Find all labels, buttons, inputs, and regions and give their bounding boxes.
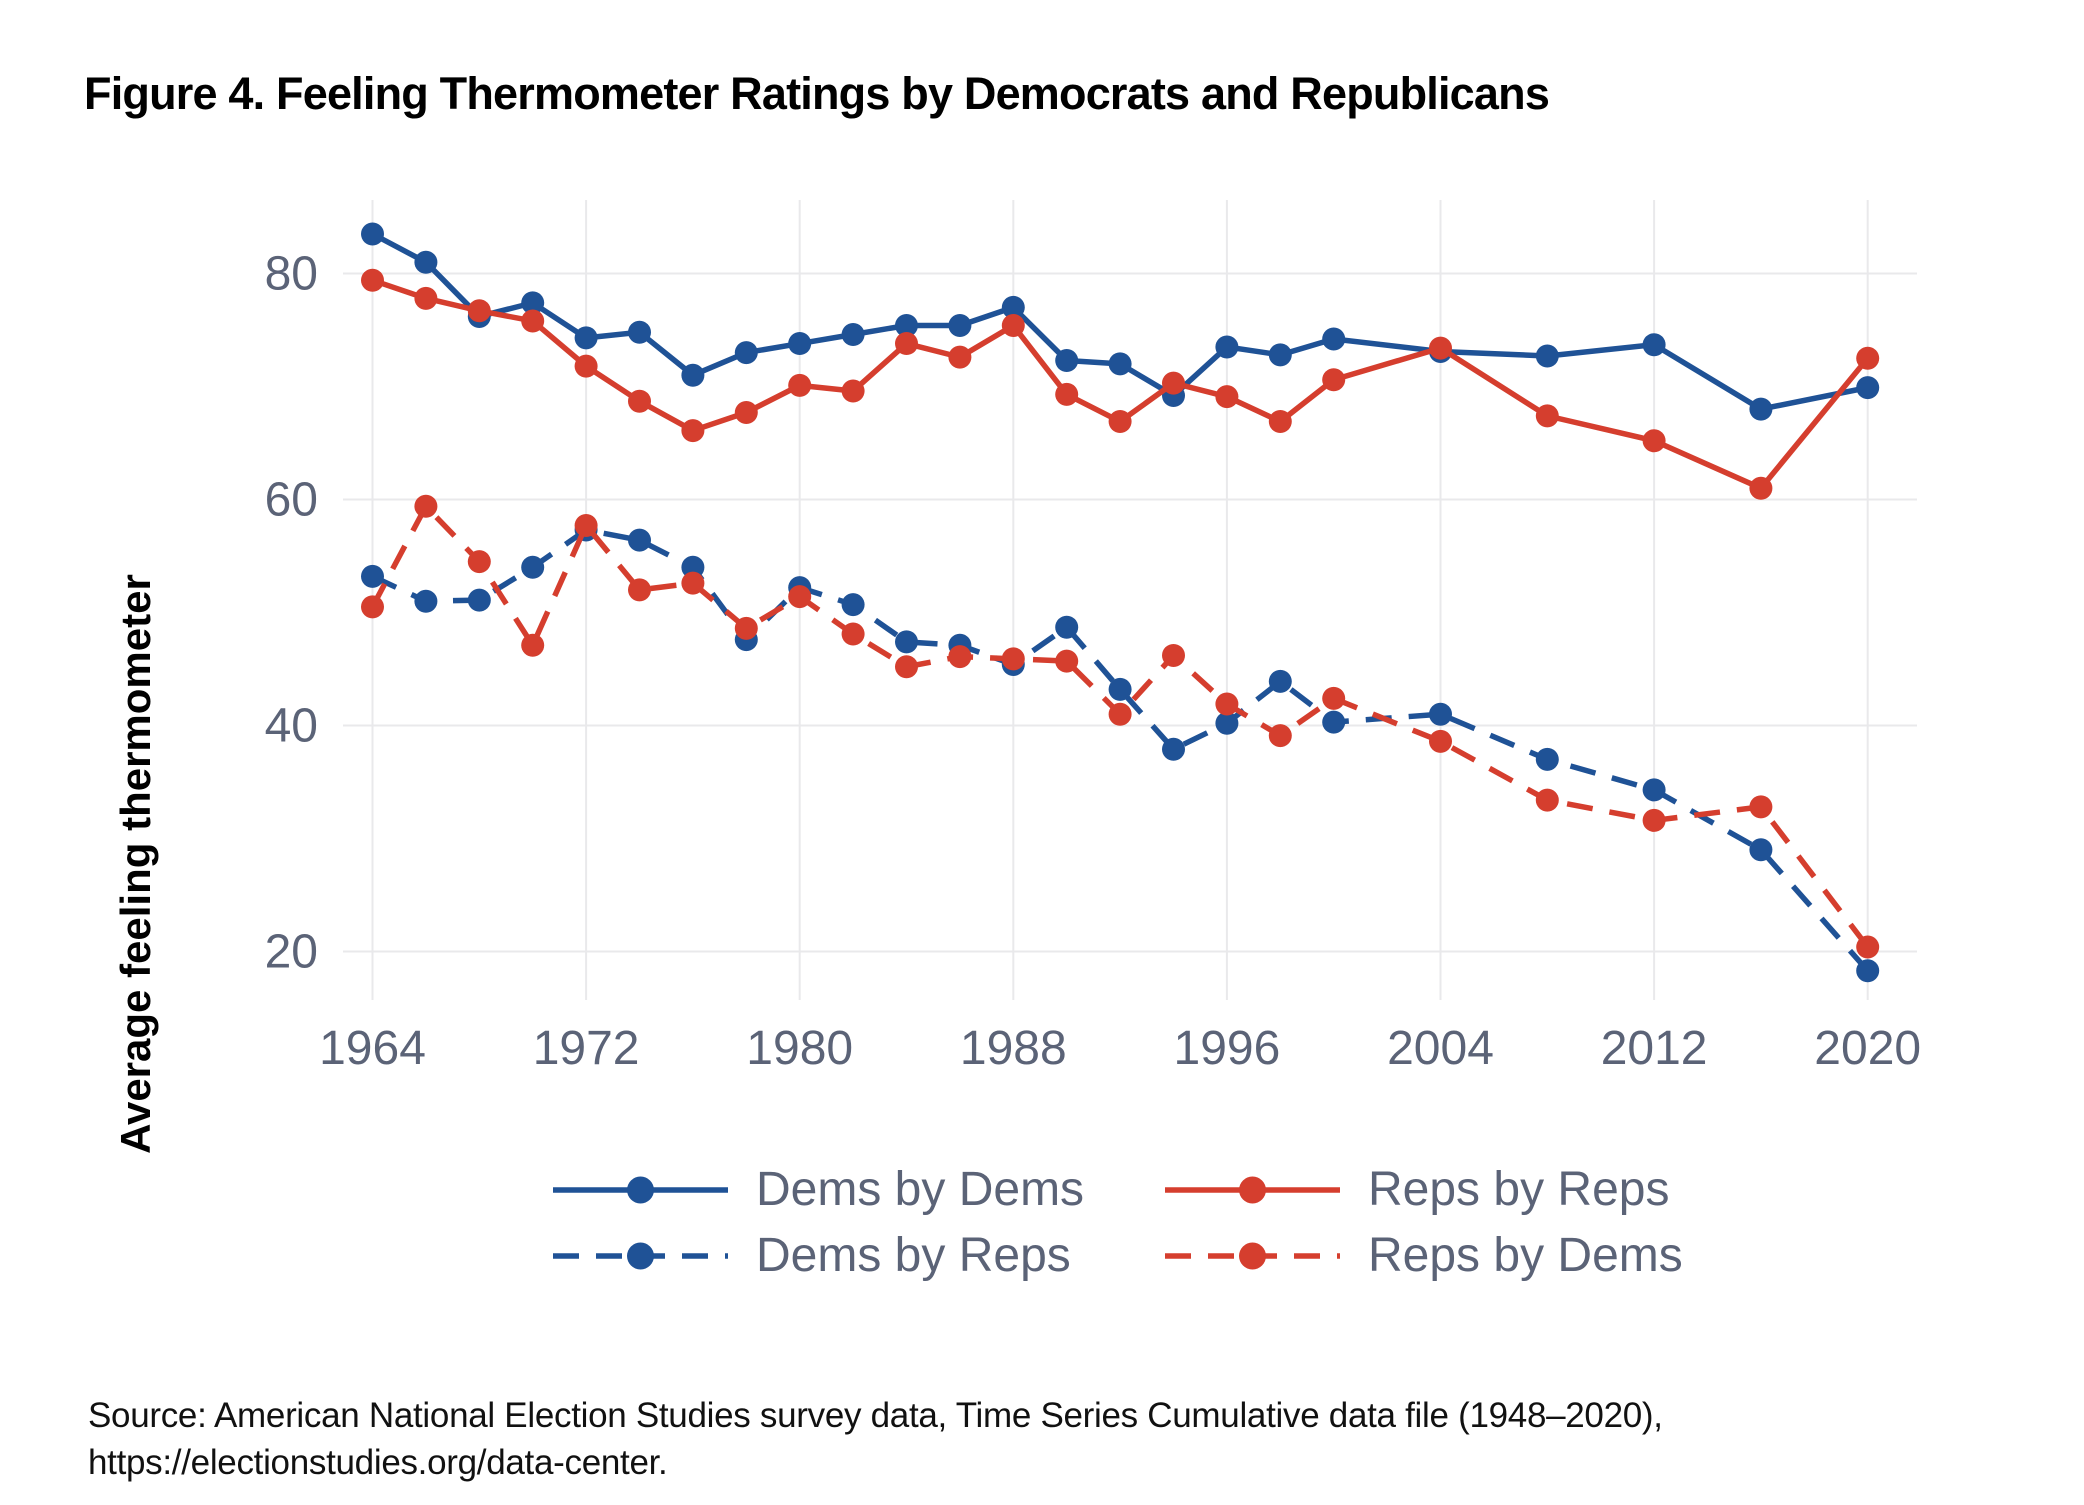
svg-text:2020: 2020 bbox=[1814, 1022, 1921, 1075]
svg-text:2012: 2012 bbox=[1601, 1022, 1708, 1075]
legend-item-dems-by-reps: Dems by Reps bbox=[553, 1229, 1071, 1282]
svg-text:2004: 2004 bbox=[1387, 1022, 1494, 1075]
svg-text:1980: 1980 bbox=[746, 1022, 853, 1075]
legend-swatch-dashed-blue-icon bbox=[553, 1242, 728, 1270]
legend-label: Dems by Reps bbox=[756, 1229, 1071, 1282]
legend-item-dems-by-dems: Dems by Dems bbox=[553, 1163, 1085, 1216]
legend-swatch-solid-blue-icon bbox=[553, 1176, 728, 1204]
legend-label: Reps by Dems bbox=[1368, 1229, 1683, 1282]
legend-label: Reps by Reps bbox=[1368, 1163, 1670, 1216]
svg-text:1988: 1988 bbox=[960, 1022, 1067, 1075]
source-line-1: Source: American National Election Studi… bbox=[88, 1396, 1663, 1435]
svg-text:20: 20 bbox=[265, 926, 318, 979]
legend-item-reps-by-reps: Reps by Reps bbox=[1165, 1163, 1670, 1216]
figure-title: Figure 4. Feeling Thermometer Ratings by… bbox=[84, 68, 1550, 119]
legend-swatch-dashed-red-icon bbox=[1165, 1242, 1340, 1270]
svg-text:1964: 1964 bbox=[319, 1022, 426, 1075]
source-line-2: https://electionstudies.org/data-center. bbox=[88, 1443, 668, 1482]
svg-text:1972: 1972 bbox=[533, 1022, 640, 1075]
legend-item-reps-by-dems: Reps by Dems bbox=[1165, 1229, 1683, 1282]
source-note: Source: American National Election Studi… bbox=[88, 1392, 1663, 1486]
svg-text:40: 40 bbox=[265, 700, 318, 753]
legend-label: Dems by Dems bbox=[756, 1163, 1085, 1216]
y-axis-title: Average feeling thermometer bbox=[112, 574, 159, 1154]
plot-area: 20 40 60 80 1964 1972 1980 1988 1996 2004 2012 2020 bbox=[265, 200, 1921, 1075]
svg-text:1996: 1996 bbox=[1174, 1022, 1281, 1075]
svg-text:60: 60 bbox=[265, 474, 318, 527]
legend-swatch-solid-red-icon bbox=[1165, 1176, 1340, 1204]
svg-text:80: 80 bbox=[265, 248, 318, 301]
